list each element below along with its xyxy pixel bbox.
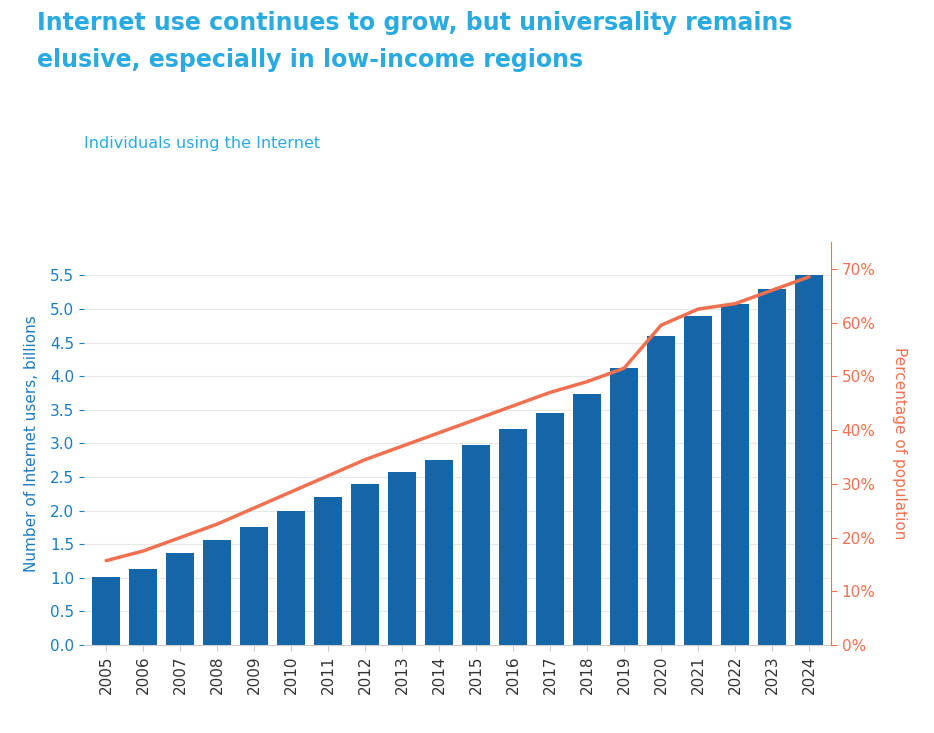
Bar — [795, 276, 823, 645]
Bar — [536, 413, 564, 645]
Bar — [166, 553, 194, 645]
Bar — [573, 394, 601, 645]
Text: elusive, especially in low-income regions: elusive, especially in low-income region… — [37, 48, 584, 72]
Y-axis label: Number of Internet users, billions: Number of Internet users, billions — [24, 315, 39, 572]
Text: Individuals using the Internet: Individuals using the Internet — [84, 136, 320, 150]
Bar — [425, 460, 453, 645]
Y-axis label: Percentage of population: Percentage of population — [892, 347, 907, 539]
Text: Internet use continues to grow, but universality remains: Internet use continues to grow, but univ… — [37, 11, 793, 35]
Bar — [351, 484, 379, 645]
Bar — [685, 316, 712, 645]
Bar — [130, 569, 157, 645]
Bar — [92, 576, 120, 645]
Bar — [758, 289, 785, 645]
Bar — [721, 304, 749, 645]
Bar — [462, 445, 490, 645]
Bar — [500, 429, 527, 645]
Bar — [315, 497, 342, 645]
Bar — [610, 367, 638, 645]
Bar — [647, 336, 675, 645]
Bar — [204, 539, 231, 645]
Bar — [389, 472, 416, 645]
Bar — [277, 511, 305, 645]
Bar — [240, 527, 268, 645]
